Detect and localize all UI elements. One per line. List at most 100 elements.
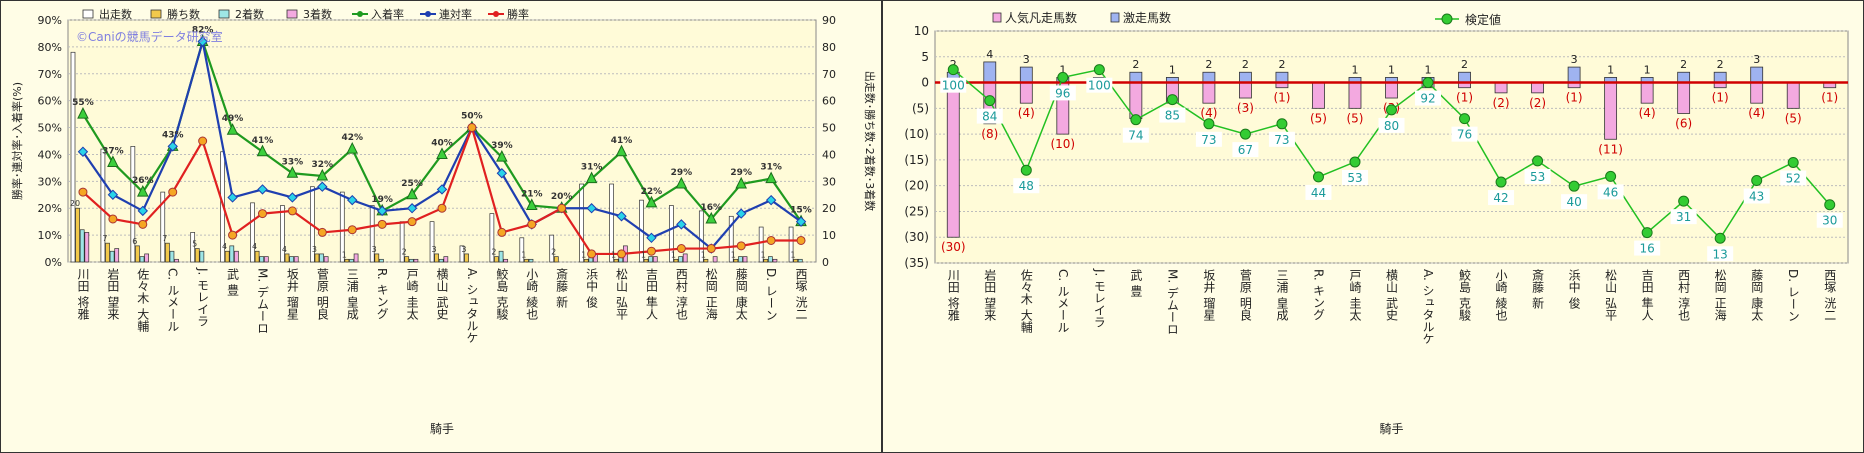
bar-0-16 [549,234,555,263]
test-value-marker-1 [984,95,996,107]
test-value-label-bg [1341,169,1368,185]
bar-1-20 [673,258,679,263]
data-label-wins: 3 [461,245,466,254]
x-tick-label: 佐々木 大輔 [136,268,150,333]
y-tick-label: 50% [38,122,62,135]
marker-diamond-18 [616,211,627,222]
marker-triangle-21 [705,211,718,224]
marker-diamond-1 [107,189,119,200]
test-value-marker-20 [1678,195,1690,207]
legend-swatch [286,9,298,19]
y-tick-label: 5 [921,50,929,64]
marker-triangle-9 [346,141,359,154]
bar-popular-failure-0 [946,82,960,238]
test-value-label: 31 [1676,210,1691,224]
test-value-label-bg [1561,194,1588,210]
marker-triangle-5 [226,123,239,135]
y2-tick-label: 0 [822,256,829,269]
marker-diamond-12 [436,184,448,195]
test-value-label: 100 [942,79,965,93]
test-value-label-bg [1524,168,1551,184]
marker-circle-13 [467,123,477,133]
bar-label-surge: 1 [1169,63,1176,76]
marker-triangle-19 [645,195,658,208]
bar-3-23 [772,258,778,263]
y2-tick-label: 90 [822,14,836,27]
marker-diamond-9 [347,194,358,206]
data-label-entry-rate: 50% [461,112,483,122]
marker-diamond-4 [197,36,208,47]
data-label-entry-rate: 19% [371,195,393,205]
test-value-label: 13 [1713,247,1728,261]
x-tick-label: 浜中 俊 [585,268,599,308]
bar-1-17 [583,258,589,263]
test-value-label: 53 [1530,170,1545,184]
bar-3-14 [503,258,509,263]
bar-0-12 [429,221,435,263]
data-label-entry-rate: 82% [192,26,214,36]
legend-swatch [150,9,162,19]
bar-0-3 [160,191,166,263]
legend-swatch [218,9,230,19]
bar-label-popular-failure: (5) [1310,111,1327,125]
legend-label: 出走数 [99,7,132,21]
bar-label-popular-failure: (30) [941,240,966,254]
data-label-wins: 1 [641,250,646,259]
y2-axis-title: 出走数･勝ち数･2着数･3着数 [863,71,877,212]
bar-1-2 [135,245,140,263]
marker-diamond-22 [735,208,747,219]
bar-popular-failure-19 [1640,82,1654,104]
test-value-label: 43 [1749,190,1764,204]
data-label-wins: 1 [671,250,676,259]
bar-3-12 [443,256,449,263]
data-label-entry-rate: 15% [790,206,812,216]
bar-label-popular-failure: (2) [1529,96,1546,110]
bar-2-6 [259,256,265,263]
bar-surge-5 [1129,71,1143,83]
bar-0-4 [190,232,196,263]
y-tick-label: (15) [904,153,929,167]
x-tick-label: 浜中 俊 [1567,269,1581,309]
data-label-entry-rate: 42% [341,133,363,143]
data-label-entry-rate: 40% [431,138,453,148]
y-tick-label: 90% [38,14,62,27]
marker-triangle-0 [77,106,89,119]
bar-popular-failure-10 [1312,82,1325,109]
bar-popular-failure-18 [1604,82,1618,140]
bar-label-surge: 2 [1461,58,1468,71]
bar-label-popular-failure: (3) [1237,101,1254,115]
bar-label-surge: 2 [1680,58,1687,71]
test-value-marker-18 [1605,170,1617,182]
test-value-label-bg [1634,240,1661,256]
data-label-wins: 1 [731,250,736,259]
bar-label-popular-failure: (1) [1712,91,1729,105]
legend-label: 激走馬数 [1123,10,1171,25]
test-value-label: 73 [1274,133,1289,147]
x-tick-label: 川田 将雅 [76,268,90,320]
bar-2-15 [528,258,534,263]
bar-label-surge: 1 [1607,63,1614,76]
bar-1-0 [75,207,80,263]
marker-circle-24 [796,235,806,245]
test-value-marker-10 [1312,171,1324,183]
marker-triangle-20 [675,176,688,189]
bar-label-popular-failure: (1) [1456,91,1473,105]
x-tick-label: 武 豊 [1129,269,1143,297]
x-tick-label: A. シュタルケ [465,268,479,344]
y2-tick-label: 40 [822,148,836,161]
marker-circle-7 [287,206,297,216]
bar-3-19 [652,256,658,263]
data-label-wins: 1 [611,250,616,259]
y-tick-label: 70% [38,68,62,81]
test-value-marker-9 [1276,118,1288,130]
bar-popular-failure-20 [1677,82,1691,114]
x-tick-label: 西村 淳也 [674,268,688,320]
bar-0-10 [369,205,375,263]
test-value-marker-19 [1641,227,1653,239]
test-value-label-bg [976,108,1003,124]
data-label-entry-rate: 22% [641,187,663,197]
test-value-marker-15 [1495,176,1507,188]
test-value-label-bg [1415,90,1442,106]
data-label-entry-rate: 43% [162,130,184,140]
marker-circle-0 [78,187,88,197]
